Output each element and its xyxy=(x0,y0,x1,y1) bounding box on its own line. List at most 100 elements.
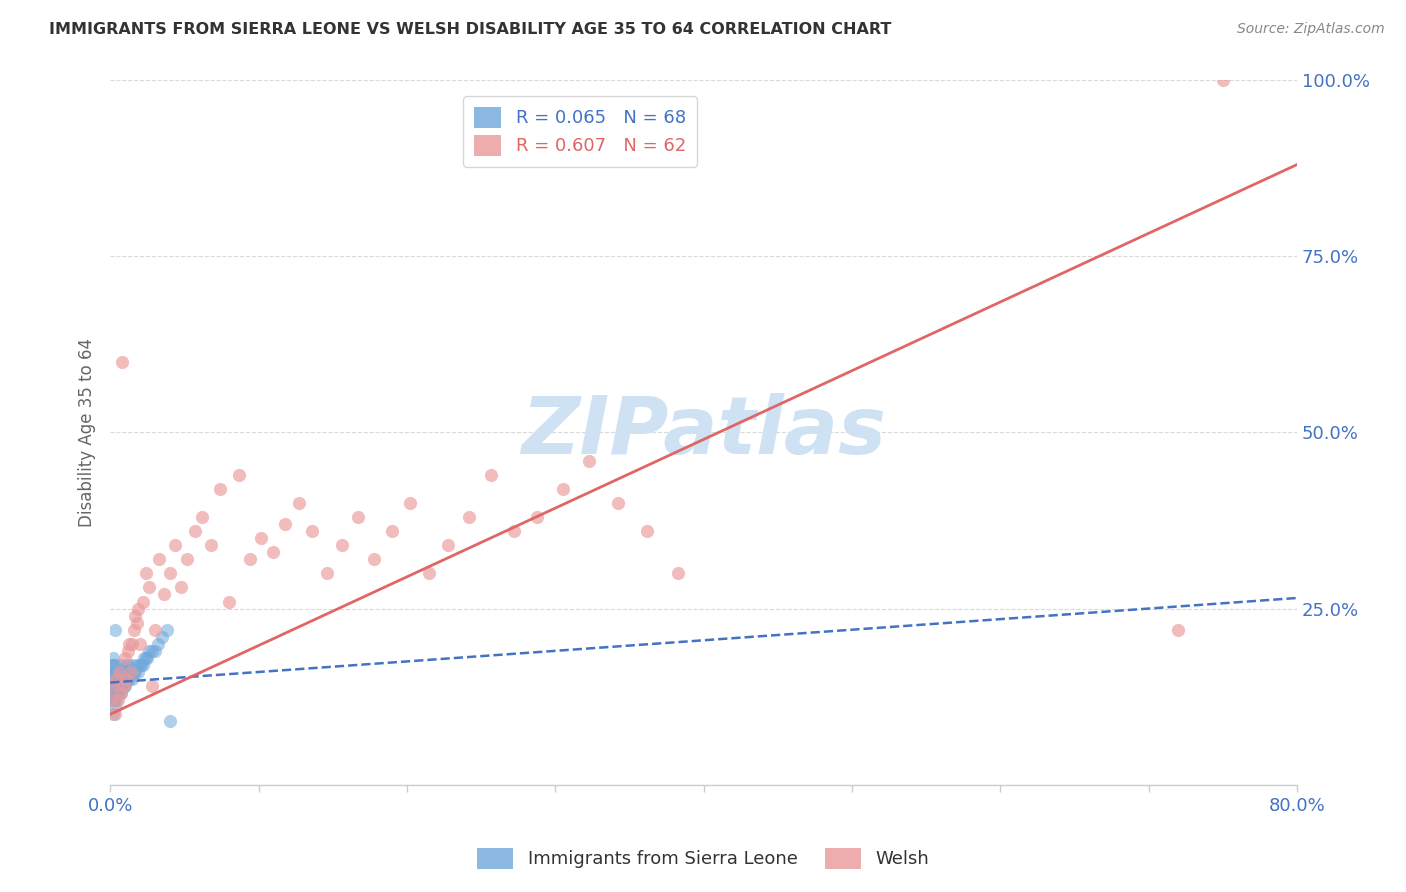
Point xyxy=(191,510,214,524)
Point xyxy=(148,552,170,566)
Point xyxy=(262,545,284,559)
Point xyxy=(107,686,129,700)
Point xyxy=(170,581,193,595)
Point xyxy=(111,679,134,693)
Point xyxy=(100,679,122,693)
Point xyxy=(398,496,420,510)
Point xyxy=(200,538,222,552)
Text: Source: ZipAtlas.com: Source: ZipAtlas.com xyxy=(1237,22,1385,37)
Point xyxy=(122,623,145,637)
Point xyxy=(526,510,548,524)
Point xyxy=(124,608,146,623)
Point xyxy=(159,714,181,729)
Point xyxy=(105,693,128,707)
Point xyxy=(381,524,404,538)
Point xyxy=(239,552,262,566)
Point xyxy=(105,686,128,700)
Point xyxy=(124,665,146,679)
Point xyxy=(101,657,124,672)
Point xyxy=(108,672,131,686)
Point xyxy=(363,552,385,566)
Y-axis label: Disability Age 35 to 64: Disability Age 35 to 64 xyxy=(79,338,96,527)
Point xyxy=(107,679,129,693)
Point xyxy=(115,657,138,672)
Legend: Immigrants from Sierra Leone, Welsh: Immigrants from Sierra Leone, Welsh xyxy=(470,840,936,876)
Point xyxy=(105,672,128,686)
Point xyxy=(138,644,160,658)
Point xyxy=(104,657,127,672)
Point xyxy=(108,679,131,693)
Point xyxy=(104,686,127,700)
Point xyxy=(551,482,574,496)
Point xyxy=(128,637,150,651)
Point xyxy=(104,679,127,693)
Point xyxy=(228,467,250,482)
Point xyxy=(100,657,122,672)
Point xyxy=(141,644,163,658)
Point xyxy=(418,566,440,581)
Point xyxy=(136,651,159,665)
Point xyxy=(108,686,131,700)
Text: IMMIGRANTS FROM SIERRA LEONE VS WELSH DISABILITY AGE 35 TO 64 CORRELATION CHART: IMMIGRANTS FROM SIERRA LEONE VS WELSH DI… xyxy=(49,22,891,37)
Point xyxy=(101,672,124,686)
Point xyxy=(330,538,353,552)
Point xyxy=(132,594,155,608)
Point xyxy=(165,538,187,552)
Point xyxy=(118,637,141,651)
Point xyxy=(301,524,323,538)
Point xyxy=(115,672,138,686)
Point xyxy=(114,665,136,679)
Point xyxy=(101,679,124,693)
Point xyxy=(127,601,149,615)
Point xyxy=(111,665,134,679)
Point xyxy=(135,566,157,581)
Point xyxy=(146,637,169,651)
Point xyxy=(112,665,135,679)
Point xyxy=(125,657,148,672)
Point xyxy=(104,665,127,679)
Point xyxy=(481,467,503,482)
Point xyxy=(105,672,128,686)
Point xyxy=(437,538,460,552)
Point xyxy=(107,672,129,686)
Point xyxy=(107,693,129,707)
Point xyxy=(159,566,181,581)
Point xyxy=(100,693,122,707)
Point xyxy=(108,665,131,679)
Point xyxy=(112,679,135,693)
Point xyxy=(111,355,134,369)
Point xyxy=(117,657,139,672)
Point xyxy=(117,672,139,686)
Point xyxy=(143,644,166,658)
Point xyxy=(135,651,157,665)
Point xyxy=(134,651,156,665)
Legend: R = 0.065   N = 68, R = 0.607   N = 62: R = 0.065 N = 68, R = 0.607 N = 62 xyxy=(464,96,697,167)
Point xyxy=(104,672,127,686)
Point xyxy=(121,637,143,651)
Point xyxy=(347,510,370,524)
Point xyxy=(150,630,173,644)
Point xyxy=(208,482,231,496)
Point xyxy=(110,686,132,700)
Point xyxy=(132,657,155,672)
Point xyxy=(1167,623,1189,637)
Point xyxy=(100,672,122,686)
Point xyxy=(218,594,240,608)
Point xyxy=(114,651,136,665)
Point xyxy=(107,665,129,679)
Point xyxy=(666,566,689,581)
Point xyxy=(636,524,658,538)
Point xyxy=(108,665,131,679)
Point xyxy=(125,615,148,630)
Point xyxy=(100,665,122,679)
Point xyxy=(274,516,297,531)
Point xyxy=(127,665,149,679)
Point xyxy=(114,679,136,693)
Point xyxy=(118,672,141,686)
Point xyxy=(1212,73,1234,87)
Point xyxy=(128,657,150,672)
Point xyxy=(315,566,337,581)
Point xyxy=(578,453,600,467)
Point xyxy=(104,623,127,637)
Point xyxy=(120,665,142,679)
